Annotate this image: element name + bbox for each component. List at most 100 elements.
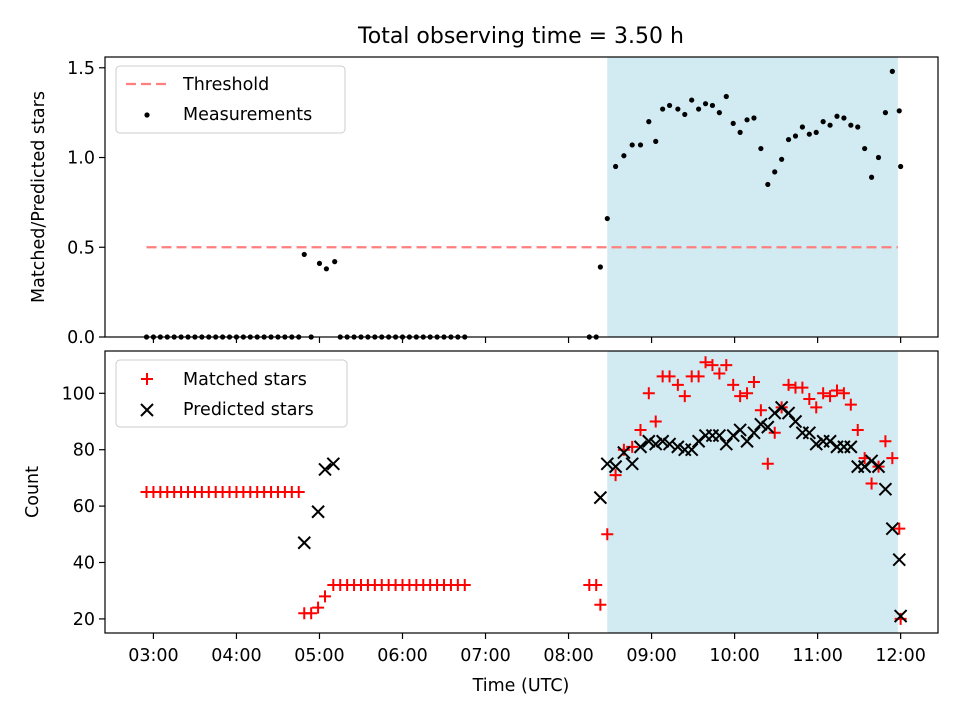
predicted-star-point	[844, 440, 858, 454]
predicted-star-points	[297, 400, 908, 623]
measurement-point	[827, 122, 833, 128]
measurement-point	[666, 102, 673, 109]
matched-star-point	[663, 370, 676, 383]
measurement-point	[604, 215, 610, 222]
measurement-points	[143, 68, 904, 340]
ratio-y-tick-label: 0.0	[67, 328, 95, 348]
figure-title: Total observing time = 3.50 h	[357, 24, 684, 49]
matched-star-point	[305, 607, 318, 620]
predicted-star-point	[608, 459, 623, 474]
measurement-point	[813, 129, 819, 135]
predicted-star-point	[642, 434, 656, 448]
predicted-star-point	[600, 457, 614, 471]
predicted-star-point	[593, 490, 608, 505]
counts-legend: Matched stars Predicted stars	[115, 359, 348, 428]
predicted-star-point	[297, 536, 311, 550]
time-x-tick-label: 04:00	[211, 646, 261, 666]
time-x-tick-label: 11:00	[792, 646, 842, 666]
matched-star-point	[741, 387, 754, 400]
matched-star-point	[678, 390, 691, 403]
matched-star-point	[851, 423, 864, 436]
measurement-point	[792, 133, 799, 139]
measurement-point	[723, 93, 729, 100]
matched-star-point	[837, 387, 850, 400]
matched-star-point	[893, 522, 906, 535]
predicted-star-point	[809, 437, 823, 451]
matched-star-point	[642, 387, 655, 400]
ratio-y-tick-label: 0.5	[67, 238, 95, 258]
count-y-tick-label: 40	[73, 554, 95, 574]
predicted-star-point	[740, 434, 754, 448]
measurement-point	[848, 122, 854, 128]
predicted-star-point	[878, 482, 893, 496]
measurement-point	[898, 163, 904, 170]
predicted-star-point	[781, 406, 796, 420]
matched-star-point	[747, 376, 760, 389]
matched-star-point	[594, 598, 607, 611]
measurement-point	[765, 181, 771, 188]
matched-star-point	[803, 392, 816, 405]
count-y-tick-label: 20	[73, 610, 95, 630]
matched-star-point	[734, 390, 747, 403]
measurement-point	[637, 142, 644, 148]
measurement-point	[855, 124, 861, 130]
predicted-star-point	[633, 440, 648, 454]
matched-star-point	[458, 579, 471, 592]
measurement-point	[737, 129, 743, 135]
predicted-star-point	[754, 417, 768, 432]
measurement-point	[660, 106, 666, 112]
measurement-point	[862, 145, 868, 152]
matched-star-point	[590, 579, 603, 592]
matched-star-point	[713, 367, 726, 380]
count-y-tick-label: 100	[62, 384, 95, 404]
legend-matched-label: Matched stars	[183, 370, 307, 390]
ratio-legend-box	[115, 65, 346, 134]
predicted-star-point	[311, 505, 325, 519]
time-x-tick-label: 08:00	[543, 646, 593, 666]
measurement-point	[675, 106, 681, 112]
measurement-point	[332, 259, 338, 265]
counts-plot-frame	[104, 350, 939, 634]
matched-star-point	[754, 404, 767, 417]
measurement-point	[682, 111, 688, 118]
measurement-point	[868, 174, 875, 180]
observing-window-shade	[607, 351, 898, 633]
predicted-star-point	[719, 437, 733, 451]
time-x-tick-label: 12:00	[875, 646, 925, 666]
matched-star-point	[692, 370, 705, 383]
ratio-x-ticks	[152, 337, 902, 343]
legend-matched-swatch	[141, 373, 153, 385]
measurement-point	[772, 169, 778, 175]
predicted-star-point	[617, 445, 631, 460]
predicted-star-point	[788, 414, 803, 429]
count-y-axis-label: Count	[23, 466, 43, 518]
predicted-star-point	[871, 459, 886, 474]
matched-star-point	[796, 381, 809, 394]
matched-star-point	[768, 426, 781, 439]
matched-star-point	[879, 435, 892, 448]
matched-star-point	[292, 486, 305, 498]
matched-star-point	[312, 601, 325, 614]
matched-star-point	[319, 590, 332, 603]
matched-star-point	[601, 528, 614, 541]
matched-star-point	[817, 387, 830, 400]
counts-panel: 20 40 60 80 100 03:00 04:00 05:00 06:00 07:00 08:…	[23, 350, 939, 666]
counts-legend-box	[115, 359, 348, 428]
measurement-point	[744, 117, 750, 123]
predicted-star-point	[326, 457, 341, 471]
matched-star-point	[649, 415, 662, 428]
legend-predicted-swatch	[140, 403, 154, 417]
predicted-star-point	[802, 426, 817, 440]
predicted-star-point	[671, 440, 685, 454]
measurement-point	[621, 153, 627, 159]
legend-measurements-swatch	[144, 112, 150, 118]
matched-star-point	[824, 390, 837, 403]
time-x-tick-label: 06:00	[377, 646, 427, 666]
matched-star-point	[886, 452, 899, 465]
predicted-star-point	[892, 552, 906, 567]
time-x-axis: 03:00 04:00 05:00 06:00 07:00 08:00 09:00 10:00…	[128, 633, 926, 666]
ratio-y-tick-label: 1.0	[67, 149, 95, 169]
measurement-point	[612, 163, 619, 170]
